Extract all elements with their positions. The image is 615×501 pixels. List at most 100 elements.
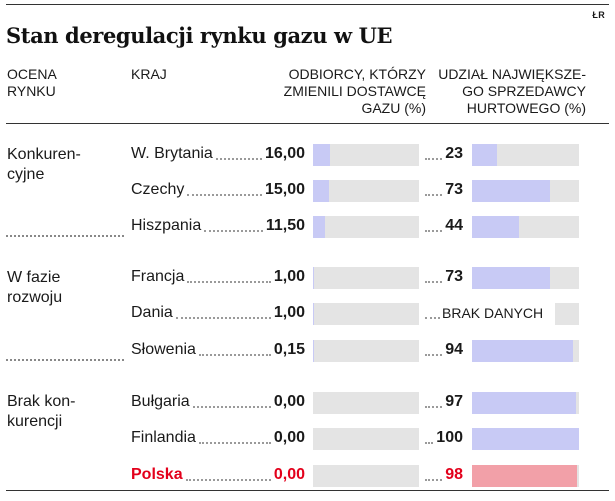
share-bar-track xyxy=(472,267,579,289)
group-label-line: Konkuren- xyxy=(7,146,81,163)
share-bar xyxy=(472,216,520,238)
share-value-label: 94 xyxy=(445,341,463,358)
country-label: Hiszpania xyxy=(131,217,202,234)
switched-value-label: 11,50 xyxy=(265,217,305,234)
share-value-label: 98 xyxy=(445,466,463,483)
group-label-konkurencyjne: Konkuren- cyjne xyxy=(7,145,81,185)
top-rule xyxy=(6,4,609,5)
column-header-line: ZMIENILI DOSTAWCĘ xyxy=(283,83,426,99)
switched-bar-track xyxy=(313,392,419,414)
switched-value-label: 0,00 xyxy=(273,429,305,446)
header-rule xyxy=(6,123,609,124)
column-header-line: ODBIORCY, KTÓRZY xyxy=(288,66,426,82)
share-bar-track xyxy=(472,216,579,238)
no-data-label: BRAK DANYCH xyxy=(442,305,544,321)
table-row: Polska 0,00 98 xyxy=(0,464,615,488)
dotted-leader xyxy=(193,406,271,408)
share-bar-track xyxy=(555,303,579,325)
switched-value-label: 1,00 xyxy=(273,268,305,285)
group-label-line: Brak kon- xyxy=(7,393,76,410)
group-label-line: cyjne xyxy=(7,166,45,183)
switched-value-label: 1,00 xyxy=(273,304,305,321)
dotted-leader xyxy=(187,281,271,283)
dotted-leader xyxy=(204,230,263,232)
country-label: Dania xyxy=(131,304,173,321)
share-value-label: 23 xyxy=(445,145,463,162)
switched-bar xyxy=(313,144,330,166)
share-bar xyxy=(472,428,579,450)
dotted-leader xyxy=(425,479,442,481)
dotted-leader xyxy=(425,354,442,356)
switched-bar xyxy=(313,267,315,289)
table-row: Dania 1,00 BRAK DANYCH xyxy=(0,302,615,326)
dotted-leader xyxy=(425,406,442,408)
table-row: Czechy 15,00 73 xyxy=(0,179,615,203)
country-label: Francja xyxy=(131,268,185,285)
share-value-label: 44 xyxy=(445,217,463,234)
author-credit: ŁR xyxy=(592,10,605,20)
dotted-leader xyxy=(425,230,442,232)
column-header-line: UDZIAŁ NAJWIĘKSZE- xyxy=(438,66,586,82)
dotted-leader xyxy=(176,317,271,319)
dotted-leader xyxy=(216,158,262,160)
bottom-rule xyxy=(6,490,609,491)
country-label: Polska xyxy=(131,466,183,483)
column-header-line: RYNKU xyxy=(7,83,56,99)
table-row: W. Brytania 16,00 23 xyxy=(0,143,615,167)
share-bar xyxy=(472,267,551,289)
chart-title: Stan deregulacji rynku gazu w UE xyxy=(6,23,393,48)
dotted-leader xyxy=(187,194,262,196)
switched-bar xyxy=(313,303,315,325)
country-label: Czechy xyxy=(131,181,185,198)
column-header-ocena: OCENA RYNKU xyxy=(7,66,117,100)
table-row: Finlandia 0,00 100 xyxy=(0,427,615,451)
switched-value-label: 0,15 xyxy=(273,341,305,358)
dotted-leader xyxy=(199,354,271,356)
country-label: Bułgaria xyxy=(131,393,190,410)
switched-value-label: 15,00 xyxy=(264,181,305,198)
switched-value-label: 16,00 xyxy=(264,145,305,162)
column-header-udzial: UDZIAŁ NAJWIĘKSZE- GO SPRZEDAWCY HURTOWE… xyxy=(436,66,586,117)
share-bar-track xyxy=(472,144,579,166)
switched-bar-track xyxy=(313,267,419,289)
share-value-label: 73 xyxy=(445,181,463,198)
switched-value-label: 0,00 xyxy=(273,393,305,410)
group-separator xyxy=(6,359,124,361)
group-label-line: W fazie xyxy=(7,269,61,286)
country-label: Słowenia xyxy=(131,341,196,358)
column-header-kraj: KRAJ xyxy=(131,66,167,82)
group-label-line: rozwoju xyxy=(7,289,63,306)
group-label-brak-konkurencji: Brak kon- kurencji xyxy=(7,392,75,432)
dotted-leader xyxy=(199,442,271,444)
share-bar-track xyxy=(472,340,579,362)
dotted-leader xyxy=(425,317,440,319)
share-value-label: 97 xyxy=(445,393,463,410)
table-row: Bułgaria 0,00 97 xyxy=(0,391,615,415)
share-bar-track xyxy=(472,392,579,414)
column-header-line: HURTOWEGO (%) xyxy=(466,100,586,116)
country-label: Finlandia xyxy=(131,429,196,446)
dotted-leader xyxy=(425,281,442,283)
dotted-leader xyxy=(425,194,442,196)
dotted-leader xyxy=(425,442,433,444)
switched-bar xyxy=(313,216,326,238)
share-value-label: 100 xyxy=(436,429,463,446)
dotted-leader xyxy=(186,479,271,481)
column-header-line: OCENA xyxy=(7,66,57,82)
switched-bar-track xyxy=(313,144,419,166)
table-row: Francja 1,00 73 xyxy=(0,266,615,290)
share-bar-track xyxy=(472,465,579,487)
group-separator xyxy=(6,235,124,237)
share-bar xyxy=(472,465,577,487)
switched-bar-track xyxy=(313,340,419,362)
share-bar xyxy=(472,144,497,166)
share-bar xyxy=(472,392,576,414)
share-bar-track xyxy=(472,180,579,202)
group-label-line: kurencji xyxy=(7,413,63,430)
column-header-line: GO SPRZEDAWCY xyxy=(462,83,586,99)
switched-bar xyxy=(313,180,329,202)
switched-bar-track xyxy=(313,465,419,487)
share-bar-track xyxy=(472,428,579,450)
table-row: Hiszpania 11,50 44 xyxy=(0,215,615,239)
country-label: W. Brytania xyxy=(131,145,213,162)
